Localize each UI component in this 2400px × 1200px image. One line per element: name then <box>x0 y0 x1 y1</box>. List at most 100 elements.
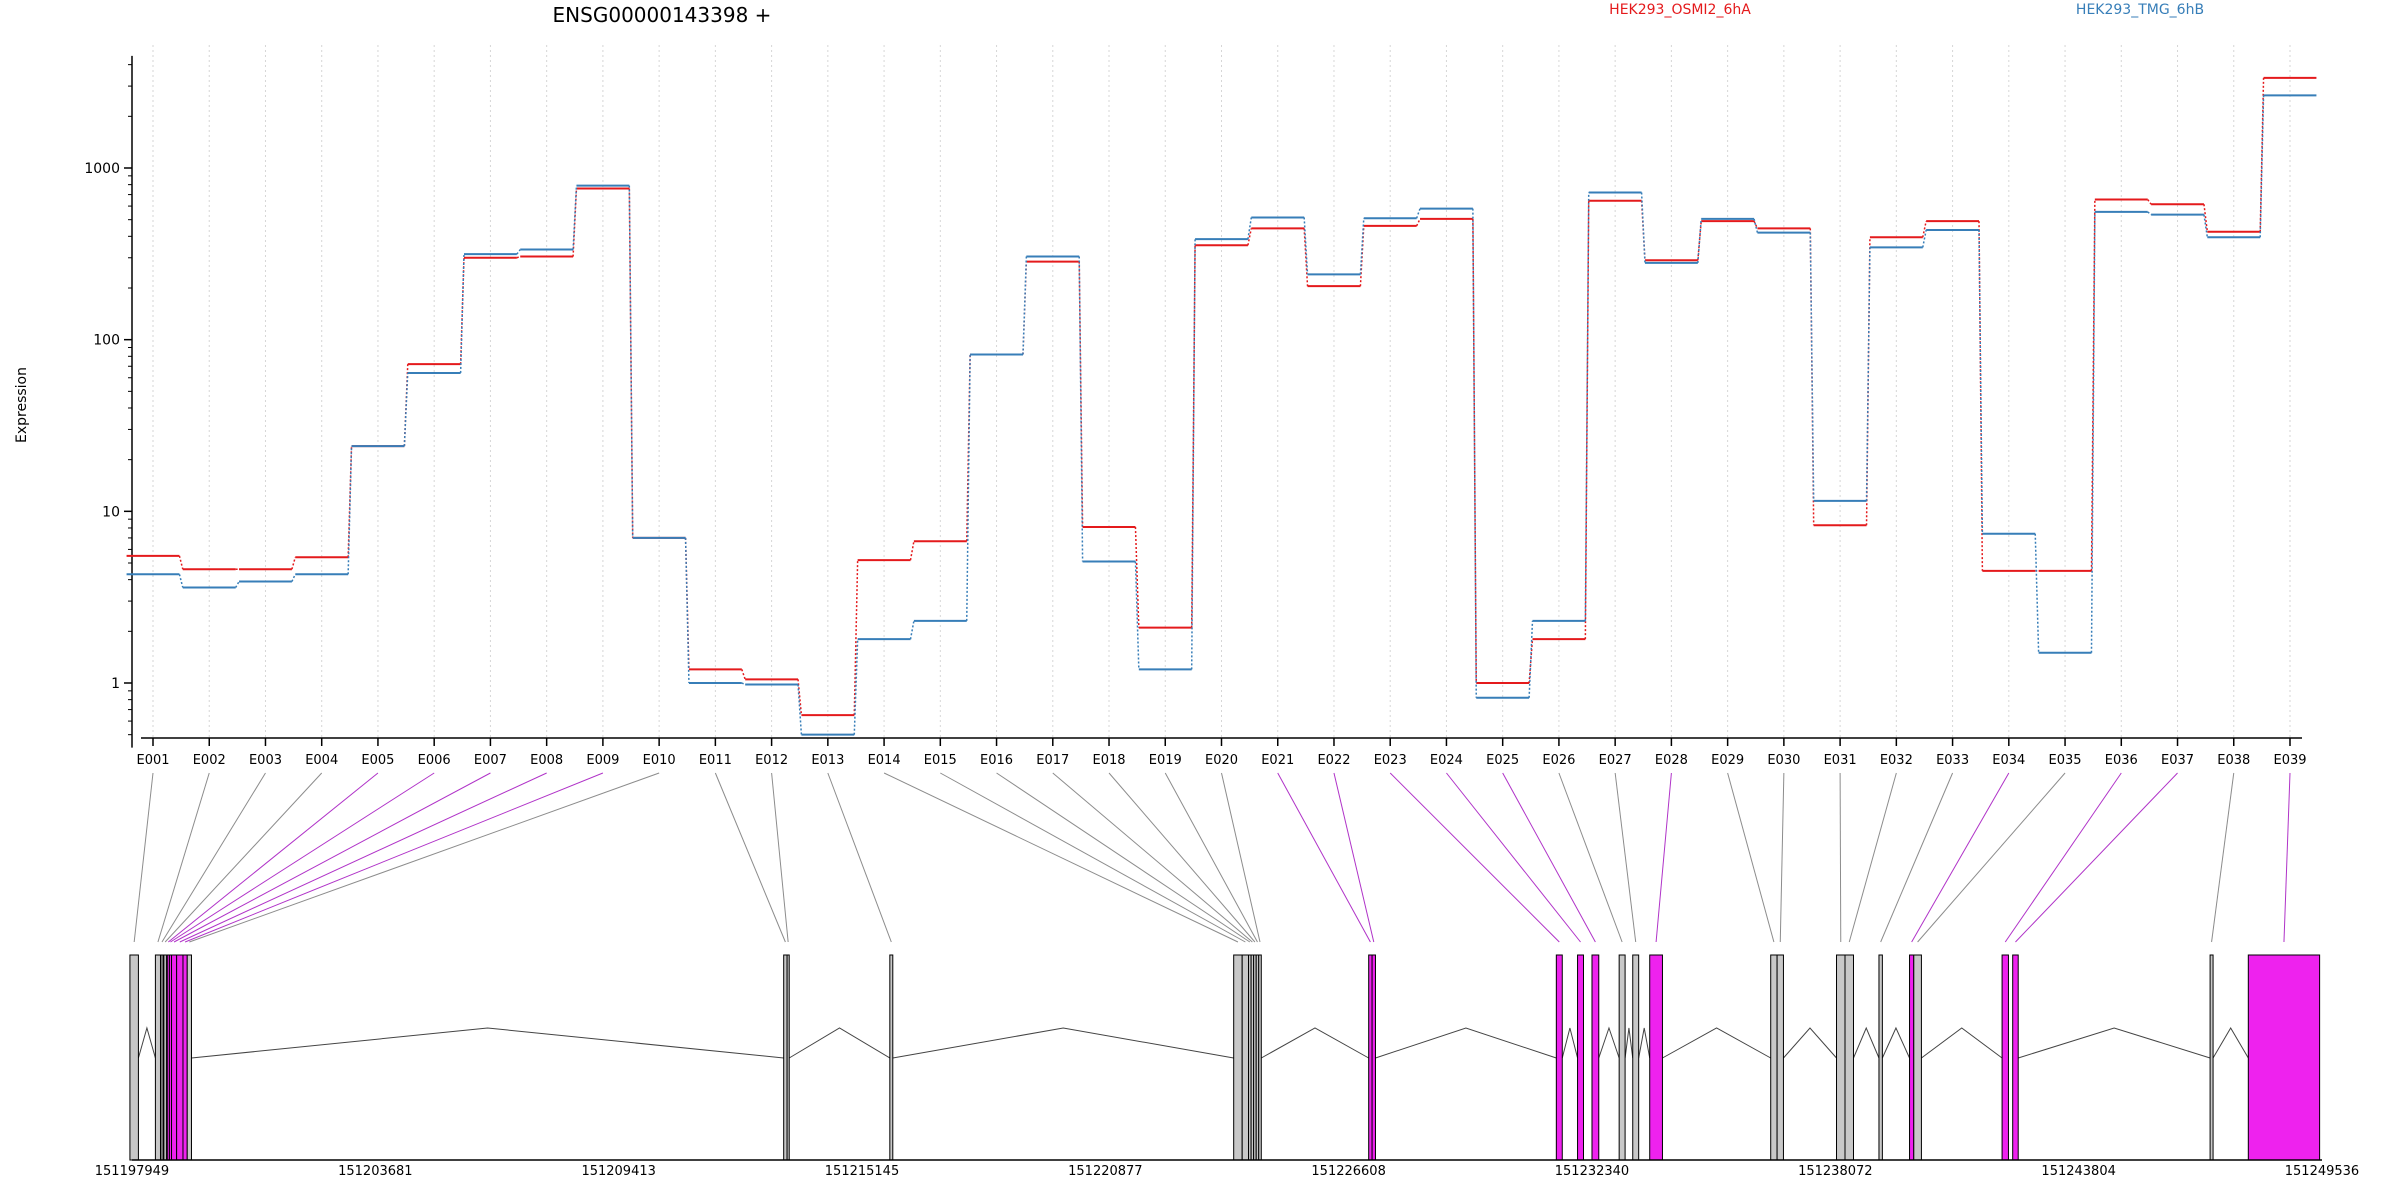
exon-bin <box>1776 954 1784 1161</box>
exon-connector <box>133 772 154 943</box>
exon-connector <box>2015 772 2178 943</box>
intron <box>1598 1026 1620 1059</box>
exon-bin <box>163 954 167 1161</box>
exon-bin <box>1618 954 1626 1161</box>
series-connector <box>178 555 184 570</box>
series-connector <box>741 669 746 680</box>
exon-connector <box>173 772 491 943</box>
genome-coordinate-label: 151220877 <box>1068 1164 1142 1179</box>
x-tick-label: E007 <box>474 753 507 768</box>
genome-coordinate-label: 151209413 <box>581 1164 655 1179</box>
exon-connector <box>168 772 379 943</box>
series-connector <box>1134 561 1140 670</box>
exon-connector <box>1108 772 1256 943</box>
x-tick-label: E028 <box>1655 753 1688 768</box>
exon-connector <box>1614 772 1637 943</box>
legend-series-2: HEK293_TMG_6hB <box>2076 2 2204 18</box>
series-2 <box>126 94 2317 736</box>
x-tick-label: E006 <box>418 753 451 768</box>
exon-connector <box>1277 772 1371 943</box>
exon-bin <box>783 954 788 1161</box>
series-connector <box>1922 221 1927 238</box>
exon-connector <box>996 772 1251 943</box>
exon-connector <box>1221 772 1261 943</box>
exon-bin <box>154 954 161 1161</box>
exon-connector <box>2004 772 2122 943</box>
exon-connector <box>184 772 604 943</box>
exon-bin <box>1836 954 1846 1161</box>
series-connector <box>1697 221 1702 261</box>
x-tick-label: E004 <box>305 753 338 768</box>
series-connector <box>1528 620 1534 698</box>
x-tick-label: E038 <box>2217 753 2250 768</box>
x-tick-label: E010 <box>643 753 676 768</box>
series-connector <box>1359 218 1365 275</box>
genome-coordinate-label: 151249536 <box>2285 1164 2359 1179</box>
series-connector <box>1472 218 1478 684</box>
x-tick-label: E017 <box>1036 753 1069 768</box>
x-tick-label: E029 <box>1711 753 1744 768</box>
series-connector <box>1753 220 1759 229</box>
grid-lines <box>152 45 2291 738</box>
series-connector <box>2090 199 2096 571</box>
series-connector <box>853 560 859 716</box>
intron <box>2018 1027 2211 1059</box>
x-tick-label: E039 <box>2273 753 2306 768</box>
intron <box>191 1027 784 1059</box>
series-connector <box>235 581 240 588</box>
x-tick-label: E024 <box>1430 753 1463 768</box>
y-tick-label: 1 <box>111 676 120 692</box>
series-connector <box>572 185 578 250</box>
series-connector <box>1865 247 1871 501</box>
exon-connector <box>1727 772 1775 943</box>
genome-coordinate-label: 151243804 <box>2041 1164 2115 1179</box>
exon-bin <box>1233 954 1243 1161</box>
exon-connector <box>2283 772 2291 943</box>
series-connector <box>741 682 746 686</box>
exon-connector <box>940 772 1246 943</box>
exon-connector <box>883 772 1239 943</box>
x-tick-label: E021 <box>1261 753 1294 768</box>
series-connector <box>628 185 634 538</box>
intron <box>1375 1027 1557 1059</box>
exon-connector <box>1558 772 1623 943</box>
x-tick-label: E036 <box>2105 753 2138 768</box>
x-tick-label: E001 <box>136 753 169 768</box>
intron <box>137 1026 156 1059</box>
exon-connector <box>1333 772 1375 943</box>
x-tick-label: E019 <box>1149 753 1182 768</box>
exon-bin <box>1591 954 1600 1161</box>
exon-bin <box>786 954 790 1161</box>
intron <box>2212 1027 2249 1059</box>
series-lines <box>126 76 2317 736</box>
x-tick-label: E022 <box>1317 753 1350 768</box>
exon-connector <box>157 772 210 943</box>
exon-connector <box>1164 772 1258 943</box>
x-tick-label: E012 <box>755 753 788 768</box>
x-tick-label: E009 <box>586 753 619 768</box>
x-tick-label: E013 <box>811 753 844 768</box>
genome-coordinate-label: 151232340 <box>1555 1164 1629 1179</box>
intron <box>1261 1027 1369 1059</box>
intron <box>1638 1027 1651 1059</box>
exon-connector <box>714 772 786 943</box>
exon-connector <box>1880 772 1954 943</box>
series-connector <box>1303 228 1309 287</box>
series-connector <box>459 254 465 373</box>
exon-connector <box>1839 772 1842 943</box>
x-tick-label: E005 <box>361 753 394 768</box>
series-connector <box>1022 256 1028 355</box>
series-connector <box>1809 232 1815 501</box>
x-tick-label: E023 <box>1374 753 1407 768</box>
series-connector <box>1640 192 1646 263</box>
series-connector <box>2147 199 2152 205</box>
genome-coordinate-label: 151215145 <box>825 1164 899 1179</box>
exon-bin <box>1241 954 1250 1161</box>
exon-bin <box>1878 954 1883 1161</box>
series-connector <box>2147 211 2152 216</box>
x-tick-label: E008 <box>530 753 563 768</box>
exon-bin <box>1649 954 1663 1161</box>
series-connector <box>291 573 296 582</box>
x-tick-label: E026 <box>1542 753 1575 768</box>
intron <box>892 1027 1234 1059</box>
